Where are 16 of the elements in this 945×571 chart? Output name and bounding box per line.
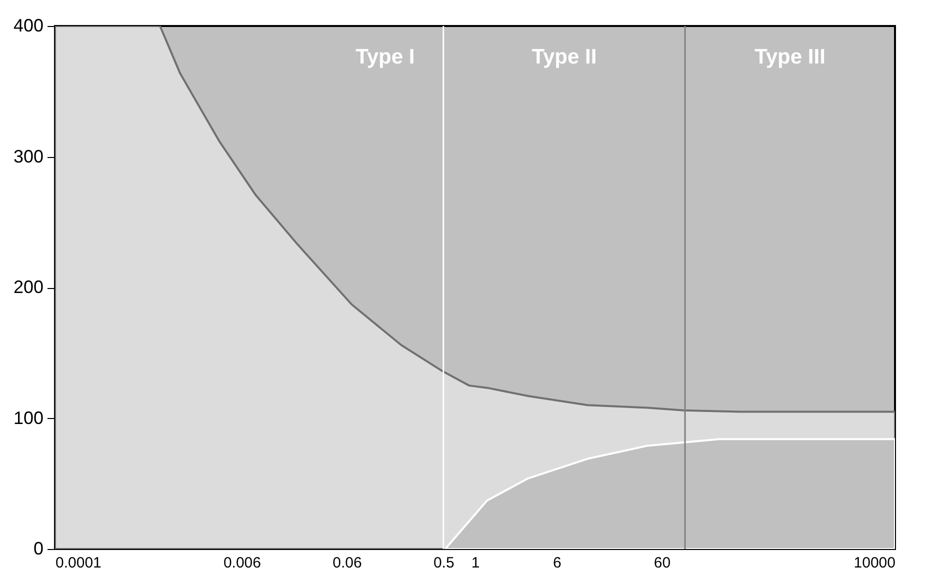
x-tick-label: 0.5 <box>433 554 454 571</box>
x-tick-label: 60 <box>654 554 671 571</box>
y-tick-label: 0 <box>33 538 44 558</box>
y-tick-label: 200 <box>13 277 44 297</box>
annotation: Type III <box>754 45 826 68</box>
x-tick-label: 1 <box>471 554 480 571</box>
y-tick-label: 100 <box>13 408 44 428</box>
annotation: Type II <box>532 45 597 68</box>
annotation: Type I <box>356 45 415 68</box>
x-tick-label: 0.0001 <box>56 554 102 571</box>
x-tick-label: 10000 <box>854 554 896 571</box>
x-tick-label: 6 <box>553 554 562 571</box>
x-tick-label: 0.006 <box>223 554 261 571</box>
x-tick-label: 0.06 <box>332 554 362 571</box>
y-tick-label: 400 <box>13 16 44 36</box>
y-tick-label: 300 <box>13 146 44 166</box>
